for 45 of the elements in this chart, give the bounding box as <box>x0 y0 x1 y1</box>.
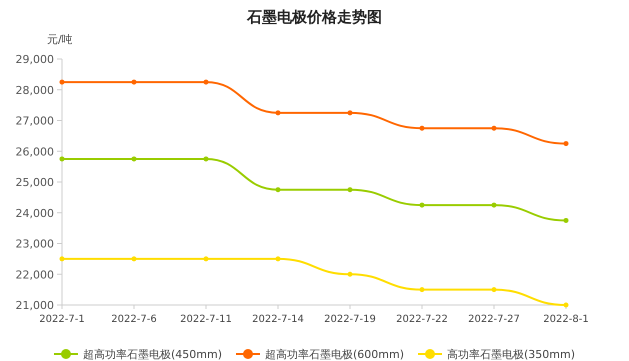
x-tick-label: 2022-7-14 <box>252 314 304 325</box>
point <box>348 110 352 116</box>
y-axis-title: 元/吨 <box>47 33 73 46</box>
point <box>276 110 280 116</box>
x-tick-label: 2022-7-1 <box>39 314 85 325</box>
point <box>492 287 496 292</box>
y-tick-label: 24,000 <box>16 206 54 220</box>
y-tick-label: 29,000 <box>16 53 54 66</box>
point <box>348 187 352 192</box>
point <box>132 156 136 162</box>
y-tick-label: 22,000 <box>16 268 54 282</box>
y-tick-label: 26,000 <box>16 145 54 158</box>
point <box>564 141 568 146</box>
legend-label: 超高功率石墨电极(450mm) <box>82 348 222 361</box>
point <box>60 80 64 85</box>
y-tick-label: 21,000 <box>16 299 54 312</box>
y-tick-label: 25,000 <box>16 176 54 189</box>
x-tick-label: 2022-7-11 <box>180 314 232 325</box>
point <box>492 202 496 208</box>
point <box>60 256 64 262</box>
point <box>204 256 208 262</box>
x-tick-label: 2022-7-6 <box>111 314 157 325</box>
point <box>276 187 280 192</box>
point <box>276 256 280 262</box>
point <box>420 287 424 292</box>
point <box>420 126 424 131</box>
point <box>492 126 496 131</box>
point <box>132 256 136 262</box>
y-tick-label: 28,000 <box>16 84 54 97</box>
legend-label: 高功率石墨电极(350mm) <box>447 348 576 361</box>
point <box>204 156 208 162</box>
chart-title: 石墨电极价格走势图 <box>246 8 382 26</box>
point <box>564 218 568 223</box>
point <box>60 156 64 162</box>
point <box>420 202 424 208</box>
x-tick-label: 2022-7-27 <box>468 314 520 325</box>
y-tick-label: 27,000 <box>16 114 54 128</box>
point <box>348 272 352 277</box>
legend-label: 超高功率石墨电极(600mm) <box>264 348 404 361</box>
x-tick-label: 2022-8-1 <box>543 314 589 325</box>
y-tick-label: 23,000 <box>16 238 54 250</box>
x-tick-label: 2022-7-19 <box>324 314 376 325</box>
point <box>132 80 136 85</box>
point <box>204 80 208 85</box>
x-tick-label: 2022-7-22 <box>396 314 448 325</box>
